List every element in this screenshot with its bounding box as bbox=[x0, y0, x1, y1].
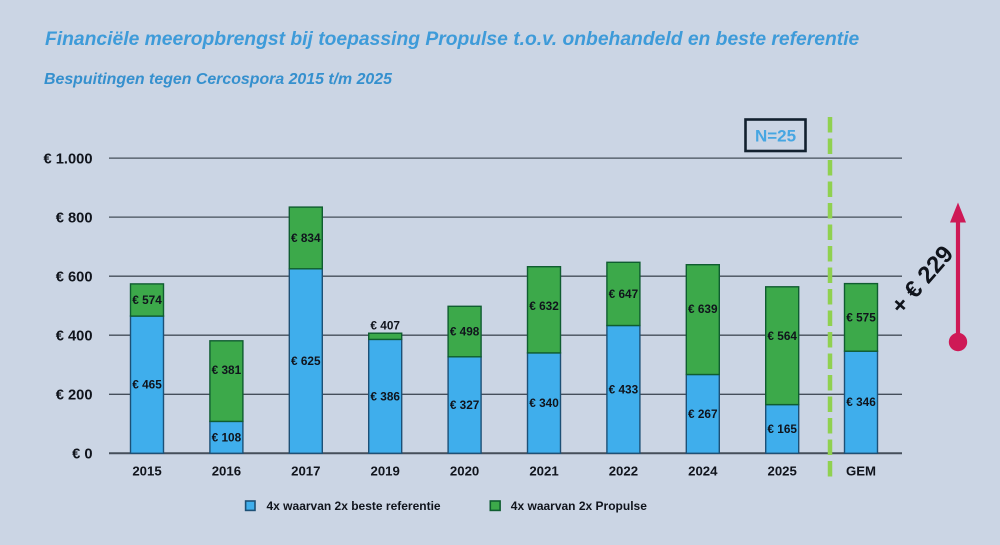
svg-text:€ 267: € 267 bbox=[688, 407, 718, 421]
svg-text:€ 575: € 575 bbox=[846, 310, 876, 324]
svg-text:€ 165: € 165 bbox=[767, 422, 797, 436]
svg-text:€ 564: € 564 bbox=[767, 329, 797, 343]
svg-text:€ 800: € 800 bbox=[56, 210, 93, 226]
svg-text:€ 381: € 381 bbox=[212, 363, 242, 377]
svg-text:2015: 2015 bbox=[132, 464, 161, 479]
svg-text:€ 625: € 625 bbox=[291, 354, 321, 368]
svg-text:2017: 2017 bbox=[291, 464, 320, 479]
svg-text:€ 639: € 639 bbox=[688, 302, 718, 316]
svg-text:€ 0: € 0 bbox=[72, 447, 92, 463]
svg-text:€ 200: € 200 bbox=[56, 388, 93, 404]
svg-text:€ 346: € 346 bbox=[846, 395, 876, 409]
svg-text:€ 108: € 108 bbox=[212, 430, 242, 444]
svg-text:GEM: GEM bbox=[846, 464, 876, 479]
svg-text:€ 465: € 465 bbox=[132, 378, 162, 392]
svg-text:€ 647: € 647 bbox=[609, 287, 639, 301]
svg-text:€ 386: € 386 bbox=[370, 389, 400, 403]
svg-text:2019: 2019 bbox=[371, 464, 400, 479]
svg-text:€ 834: € 834 bbox=[291, 231, 321, 245]
svg-text:2022: 2022 bbox=[609, 464, 638, 479]
svg-text:N=25: N=25 bbox=[755, 126, 796, 145]
svg-text:€ 632: € 632 bbox=[529, 299, 559, 313]
svg-text:€ 1.000: € 1.000 bbox=[43, 151, 92, 167]
svg-text:+ € 229: + € 229 bbox=[886, 241, 959, 320]
svg-text:€ 407: € 407 bbox=[370, 319, 400, 333]
svg-text:€ 400: € 400 bbox=[56, 328, 93, 344]
svg-text:4x waarvan 2x beste referentie: 4x waarvan 2x beste referentie bbox=[267, 499, 441, 513]
svg-text:€ 340: € 340 bbox=[529, 396, 559, 410]
svg-text:2021: 2021 bbox=[529, 464, 558, 479]
svg-text:€ 433: € 433 bbox=[609, 382, 639, 396]
svg-text:4x waarvan 2x Propulse: 4x waarvan 2x Propulse bbox=[511, 499, 647, 513]
svg-text:€ 600: € 600 bbox=[56, 269, 93, 285]
svg-text:2025: 2025 bbox=[768, 464, 797, 479]
svg-text:€ 574: € 574 bbox=[132, 293, 162, 307]
svg-text:€ 498: € 498 bbox=[450, 325, 480, 339]
svg-text:€ 327: € 327 bbox=[450, 398, 480, 412]
svg-text:2024: 2024 bbox=[688, 464, 718, 479]
svg-text:2016: 2016 bbox=[212, 464, 241, 479]
svg-text:2020: 2020 bbox=[450, 464, 479, 479]
